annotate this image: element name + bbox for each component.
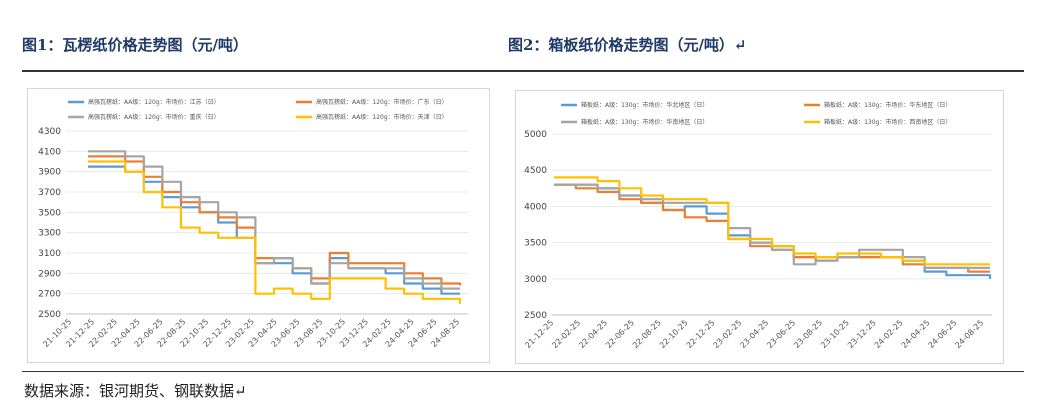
containerboard-chart: 2500 3000 3500 4000 4500 5000 21-12-25 22-02-25… — [515, 90, 1004, 364]
legend-label: 高强瓦楞纸：AA级：120g：市场价：广东（日） — [316, 98, 448, 106]
series-line-4 — [88, 160, 462, 304]
legend-label: 箱板纸：A级：130g：市场价：华北地区（日） — [581, 101, 708, 109]
y-tick-label: 3000 — [524, 275, 547, 285]
header-divider — [22, 70, 1024, 72]
legend-label: 高强瓦楞纸：AA级：120g：市场价：江苏（日） — [88, 98, 220, 106]
y-tick-label: 4500 — [524, 166, 547, 176]
legend-label: 箱板纸：A级：130g：市场价：西南地区（日） — [824, 118, 951, 126]
y-tick-label: 5000 — [524, 130, 547, 140]
corrugated-paper-chart: 2500 2700 2900 3100 3300 3500 3700 3900 4100 4300… — [27, 88, 490, 363]
legend-label: 箱板纸：A级：130g：市场价：华南地区（日） — [581, 118, 708, 126]
footer-divider — [22, 371, 1024, 372]
legend-label: 高强瓦楞纸：AA级：120g：市场价：天津（日） — [316, 113, 448, 121]
y-tick-label: 3100 — [38, 249, 61, 259]
legend-label: 高强瓦楞纸：AA级：120g：市场价：重庆（日） — [88, 113, 220, 121]
y-tick-label: 3900 — [38, 168, 61, 178]
series-line-3 — [88, 150, 460, 290]
containerboard-chart-svg: 25003000350040004500500021-12-2522-02-25… — [523, 101, 992, 350]
y-tick-label: 4100 — [38, 147, 61, 157]
y-tick-label: 3500 — [524, 239, 547, 249]
corrugated-paper-chart-svg: 2500 2700 2900 3100 3300 3500 3700 3900 4100 4300… — [38, 98, 468, 349]
y-tick-label: 2900 — [38, 269, 61, 279]
y-tick-label: 3700 — [38, 188, 61, 198]
legend-label: 箱板纸：A级：130g：市场价：华东地区（日） — [824, 101, 951, 109]
y-tick-label: 2500 — [524, 311, 547, 321]
data-source-note: 数据来源：银河期货、钢联数据↵ — [24, 382, 247, 400]
y-tick-label: 4300 — [38, 127, 61, 137]
x-tick-label: 24-08-25 — [953, 318, 985, 350]
chart-1-title: 图1：瓦楞纸价格走势图（元/吨） — [22, 36, 248, 54]
y-tick-label: 4000 — [524, 202, 547, 212]
y-tick-label: 3300 — [38, 229, 61, 239]
series-line-2 — [554, 183, 990, 273]
series-line-4 — [554, 176, 990, 266]
y-tick-label: 2700 — [38, 290, 61, 300]
y-tick-label: 3500 — [38, 208, 61, 218]
y-tick-label: 2500 — [38, 310, 61, 320]
chart-2-title: 图2：箱板纸价格走势图（元/吨）↵ — [508, 36, 747, 54]
